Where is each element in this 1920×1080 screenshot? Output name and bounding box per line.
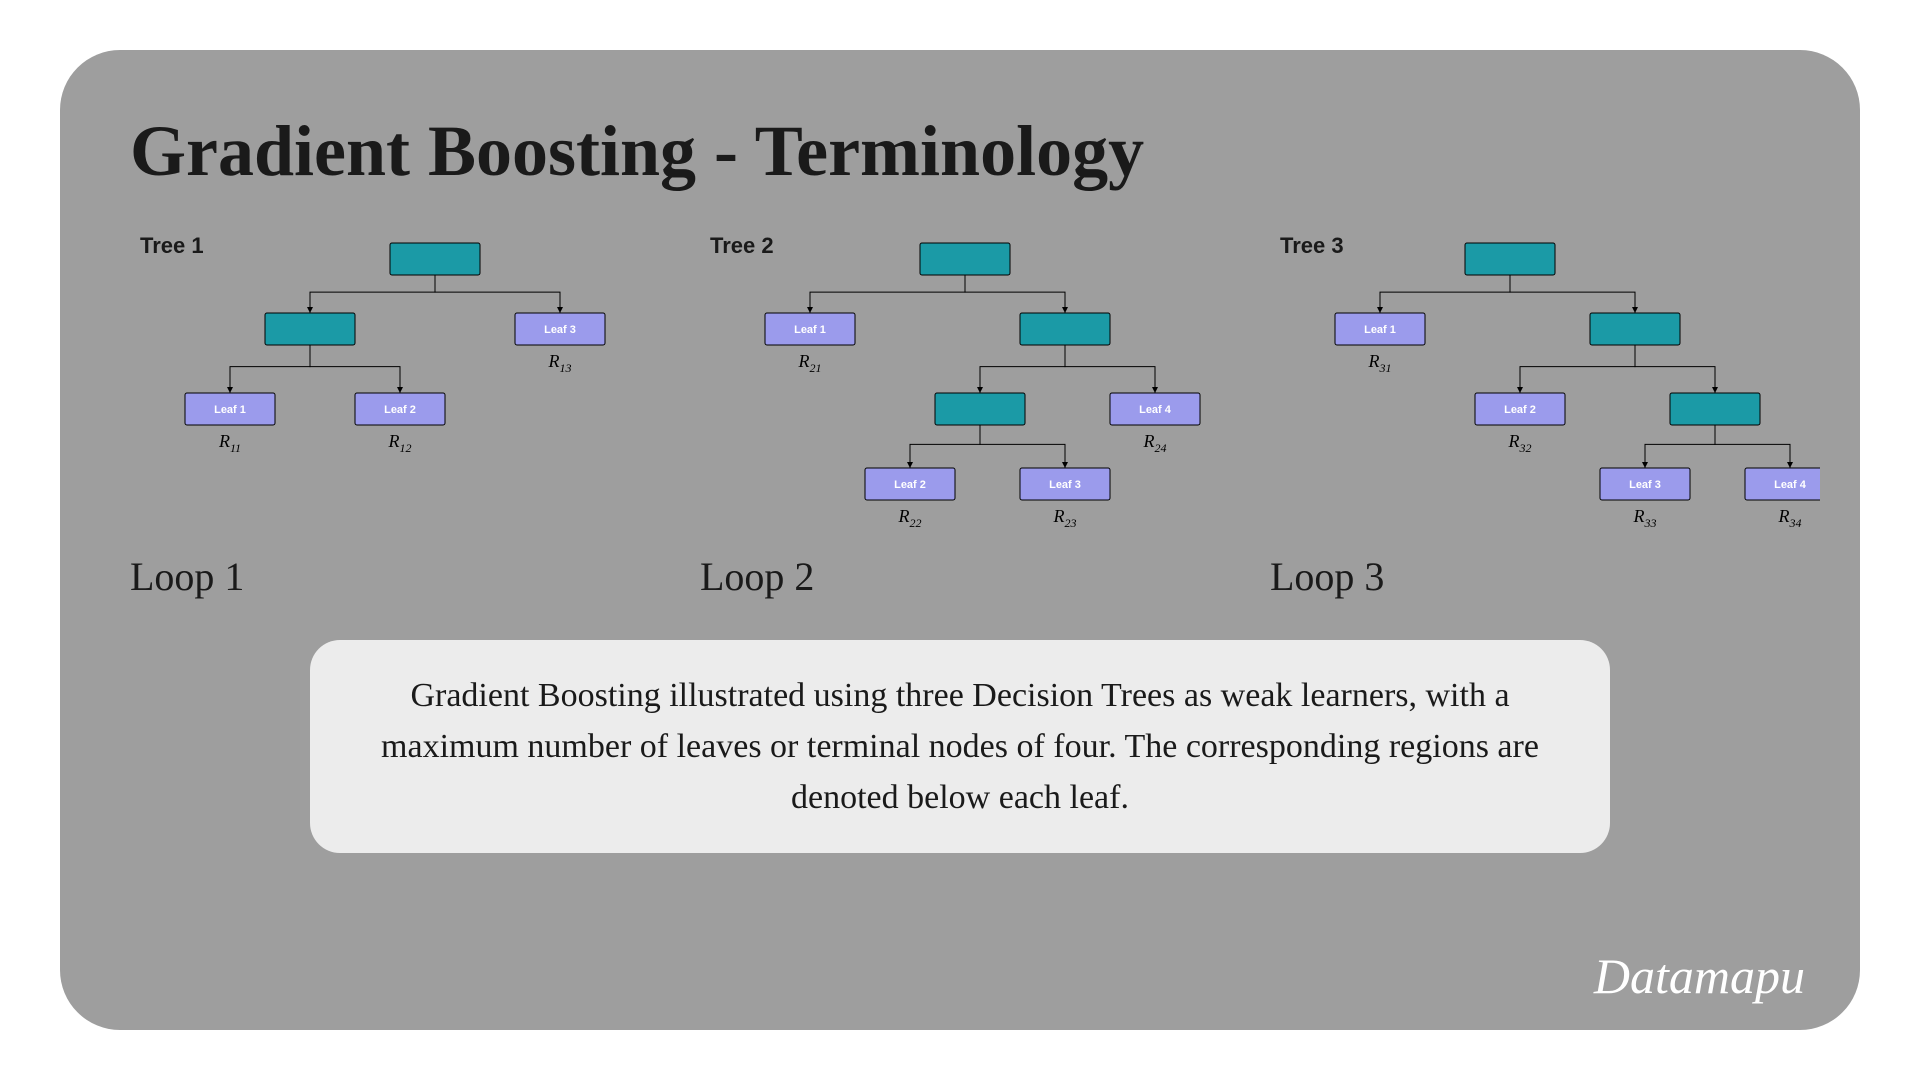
region-label: R31 (1368, 351, 1392, 375)
internal-node (1465, 243, 1555, 275)
internal-node (1590, 313, 1680, 345)
tree-3-loop-label: Loop 3 (1270, 553, 1820, 600)
region-label: R32 (1508, 431, 1532, 455)
slide-title: Gradient Boosting - Terminology (130, 110, 1790, 193)
region-label: R12 (388, 431, 412, 455)
leaf-label: Leaf 4 (1139, 404, 1172, 416)
tree-2-svg: Leaf 1 R21 Leaf 4 R24 Leaf 2 R22 Leaf 3 R23 (700, 233, 1250, 533)
brand-label: Datamapu (1594, 947, 1805, 1005)
region-label: R21 (798, 351, 822, 375)
leaf-label: Leaf 3 (544, 324, 576, 336)
trees-row: Tree 1 Leaf 3 R13 Leaf 1 R11 Leaf 2 R12 Loop … (130, 233, 1790, 600)
tree-1-loop-label: Loop 1 (130, 553, 680, 600)
tree-1-svg: Leaf 3 R13 Leaf 1 R11 Leaf 2 R12 (130, 233, 680, 533)
tree-panel-3: Tree 3 Leaf 1 R31 Leaf 2 R32 Leaf 3 R33 Leaf 4… (1270, 233, 1820, 600)
internal-node (935, 393, 1025, 425)
region-label: R22 (898, 506, 922, 530)
internal-node (920, 243, 1010, 275)
internal-node (390, 243, 480, 275)
leaf-label: Leaf 3 (1629, 479, 1661, 491)
tree-3-title: Tree 3 (1280, 233, 1344, 259)
leaf-label: Leaf 1 (794, 324, 826, 336)
internal-node (1670, 393, 1760, 425)
leaf-label: Leaf 3 (1049, 479, 1081, 491)
slide-card: Gradient Boosting - Terminology Tree 1 L… (60, 50, 1860, 1030)
caption-box: Gradient Boosting illustrated using thre… (310, 640, 1610, 853)
internal-node (265, 313, 355, 345)
region-label: R11 (218, 431, 241, 455)
internal-node (1020, 313, 1110, 345)
region-label: R13 (548, 351, 572, 375)
region-label: R33 (1633, 506, 1657, 530)
tree-2-loop-label: Loop 2 (700, 553, 1250, 600)
region-label: R23 (1053, 506, 1077, 530)
tree-panel-1: Tree 1 Leaf 3 R13 Leaf 1 R11 Leaf 2 R12 Loop … (130, 233, 680, 600)
tree-1-title: Tree 1 (140, 233, 204, 259)
leaf-label: Leaf 1 (1364, 324, 1396, 336)
leaf-label: Leaf 2 (894, 479, 926, 491)
region-label: R24 (1143, 431, 1167, 455)
tree-2-title: Tree 2 (710, 233, 774, 259)
region-label: R34 (1778, 506, 1802, 530)
tree-panel-2: Tree 2 Leaf 1 R21 Leaf 4 R24 Leaf 2 R22 Leaf 3… (700, 233, 1250, 600)
tree-3-svg: Leaf 1 R31 Leaf 2 R32 Leaf 3 R33 Leaf 4 R34 (1270, 233, 1820, 533)
leaf-label: Leaf 2 (1504, 404, 1536, 416)
caption-text: Gradient Boosting illustrated using thre… (350, 670, 1570, 823)
leaf-label: Leaf 4 (1774, 479, 1807, 491)
leaf-label: Leaf 2 (384, 404, 416, 416)
leaf-label: Leaf 1 (214, 404, 246, 416)
